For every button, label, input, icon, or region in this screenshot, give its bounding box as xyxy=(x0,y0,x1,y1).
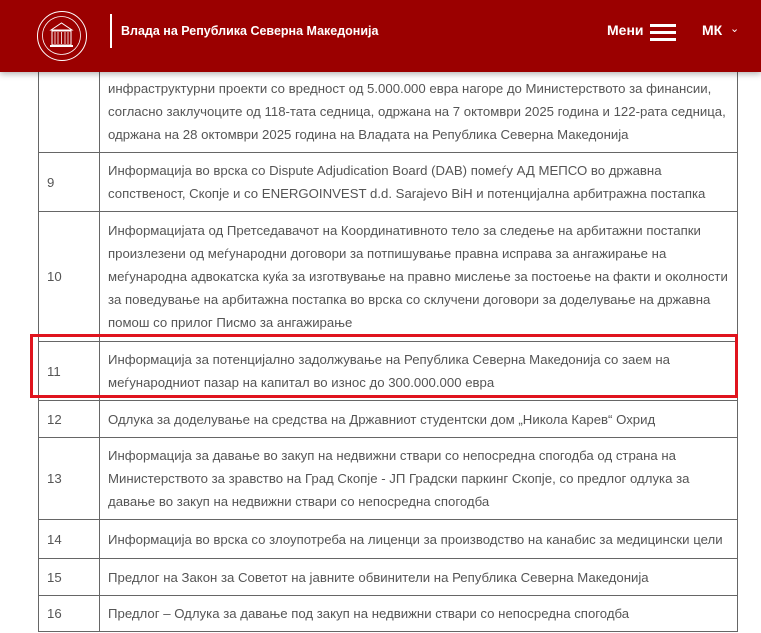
table-row: 12 Одлука за доделување на средства на Др… xyxy=(38,400,738,438)
row-number: 14 xyxy=(38,519,100,559)
table-row: 9 Информација во врска со Dispute Adjudic… xyxy=(38,152,738,212)
row-number: 15 xyxy=(38,558,100,596)
row-text: Одлука за доделување на средства на Држа… xyxy=(99,400,738,438)
table-row: 13 Информација за давање во закуп на недв… xyxy=(38,437,738,520)
row-text: Информација во врска со Dispute Adjudica… xyxy=(99,152,738,212)
row-text: Информацијата од Претседавачот на Коорди… xyxy=(99,211,738,342)
table-row: 16 Предлог – Одлука за давање под закуп н… xyxy=(38,595,738,632)
site-header: Влада на Република Северна Македонија Ме… xyxy=(0,0,761,72)
row-number: 16 xyxy=(38,595,100,632)
row-number: 13 xyxy=(38,437,100,520)
table-row: 14 Информација во врска со злоупотреба на… xyxy=(38,519,738,559)
site-title[interactable]: Влада на Република Северна Македонија xyxy=(121,24,379,38)
agenda-table: инфраструктурни проекти со вредност од 5… xyxy=(38,0,738,632)
highlight-box xyxy=(30,334,738,398)
row-text: Предлог на Закон за Советот на јавните о… xyxy=(99,558,738,596)
table-row: 15 Предлог на Закон за Советот на јавните… xyxy=(38,558,738,596)
row-text: Информација во врска со злоупотреба на л… xyxy=(99,519,738,559)
row-number: 12 xyxy=(38,400,100,438)
language-selector[interactable]: МК xyxy=(702,22,723,38)
hamburger-icon[interactable] xyxy=(650,24,676,41)
table-row: 10 Информацијата од Претседавачот на Коор… xyxy=(38,211,738,342)
chevron-down-icon[interactable]: ⌄ xyxy=(730,23,740,35)
government-logo-icon[interactable] xyxy=(37,11,87,61)
row-number: 9 xyxy=(38,152,100,212)
row-number: 11 xyxy=(38,341,100,401)
row-text: Предлог – Одлука за давање под закуп на … xyxy=(99,595,738,632)
menu-button[interactable]: Мени xyxy=(607,22,644,38)
row-text: Информација за давање во закуп на недвиж… xyxy=(99,437,738,520)
header-divider xyxy=(110,14,112,48)
row-number: 10 xyxy=(38,211,100,342)
